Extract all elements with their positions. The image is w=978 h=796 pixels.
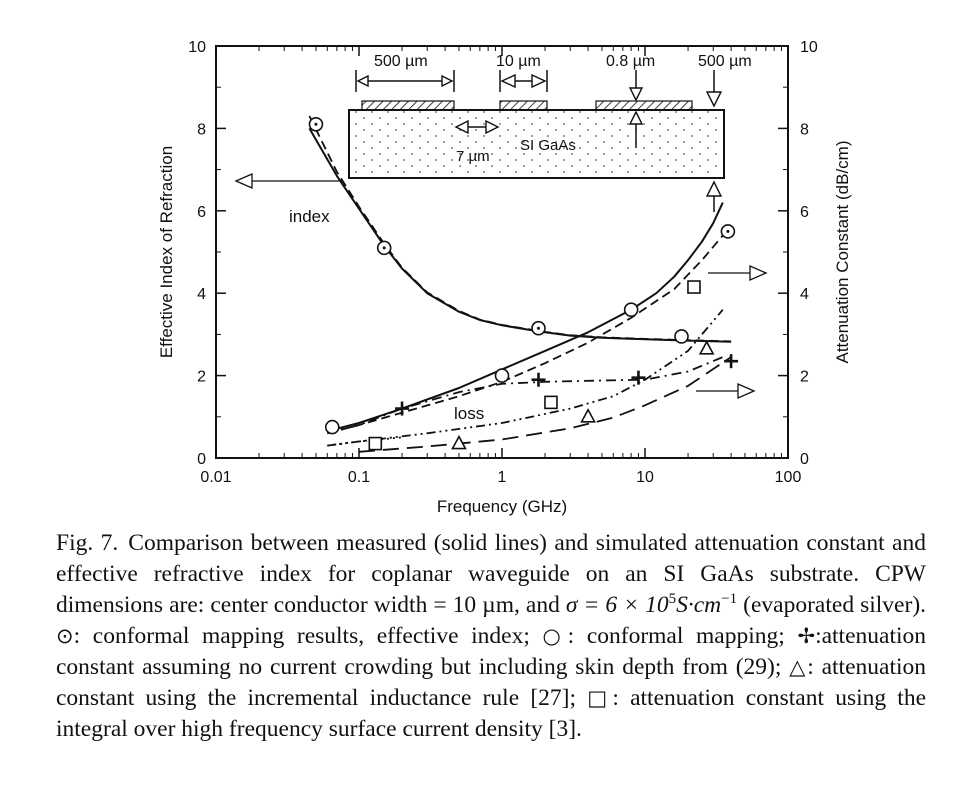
sigma-part-c: (evaporated silver).	[737, 592, 927, 618]
x-tick-label: 1	[498, 469, 507, 486]
x-tick-label: 10	[636, 469, 654, 486]
marker-square	[687, 280, 701, 294]
loss-label: loss	[454, 404, 484, 423]
marker-plus	[631, 370, 646, 385]
y-left-tick-label: 4	[197, 286, 206, 303]
series-line-3	[327, 234, 724, 435]
ground-conductor-left	[361, 100, 455, 111]
marker-plus	[724, 354, 739, 369]
series-line-1	[308, 115, 732, 343]
triangle-symbol-icon: △	[789, 655, 808, 679]
y-right-tick-label: 10	[800, 39, 818, 56]
figure-caption: Fig. 7. Comparison between measured (soli…	[56, 528, 926, 745]
marker-circle-dot	[376, 240, 392, 256]
x-axis-label: Frequency (GHz)	[437, 497, 567, 516]
axis-ticks	[215, 45, 789, 459]
marker-plus	[395, 401, 410, 416]
dim-08: 0.8 µm	[606, 53, 655, 70]
circle-dot-symbol-icon: ⊙	[56, 624, 74, 648]
marker-circle-dot	[531, 320, 546, 336]
sigma-part-a: σ = 6 × 10	[565, 592, 669, 618]
caption-text: Comparison between measured (solid lines…	[56, 530, 926, 618]
marker-square	[368, 436, 383, 451]
y-axis-label-right: Attenuation Constant (dB/cm)	[833, 140, 852, 363]
dim-500-right: 500 µm	[698, 53, 752, 70]
marker-triangle	[580, 408, 596, 423]
sigma-part-b: S·cm	[676, 592, 722, 618]
substrate-block	[348, 109, 725, 179]
sigma-exp: 5	[668, 591, 677, 608]
y-right-tick-label: 2	[800, 369, 809, 386]
series-line-7	[327, 436, 403, 447]
y-right-tick-label: 8	[800, 121, 809, 138]
caption-plus-text: :attenuation constant assuming no curren…	[56, 623, 926, 680]
cpw-inset-diagram: SI GaAs 500 µm 10 µm 0.8 µm 500 µm 7 µm	[348, 53, 752, 212]
caption-circdot-text: : conformal mapping results, effective i…	[73, 623, 543, 649]
marker-circle	[674, 329, 689, 344]
y-right-tick-label: 4	[800, 286, 809, 303]
marker-circle	[494, 368, 510, 383]
y-axis-label-left: Effective Index of Refraction	[157, 146, 176, 358]
y-left-tick-label: 6	[197, 204, 206, 221]
series-layer	[308, 115, 732, 453]
marker-triangle	[451, 434, 467, 450]
y-left-tick-label: 2	[197, 369, 206, 386]
ground-conductor-right	[595, 100, 693, 111]
marker-plus	[531, 372, 546, 387]
y-right-tick-label: 0	[800, 451, 809, 468]
center-conductor	[499, 100, 548, 111]
marker-triangle	[698, 340, 715, 355]
x-tick-label: 100	[775, 469, 802, 486]
square-symbol-icon: □	[587, 686, 613, 710]
marker-circle-dot	[720, 224, 736, 239]
marker-square	[544, 395, 558, 410]
plus-symbol-icon: ✢	[797, 624, 816, 648]
sigma-exp2: −1	[721, 591, 738, 608]
marker-circle-dot	[308, 116, 324, 132]
marker-circle	[623, 302, 639, 317]
loss-annotation: loss	[454, 265, 768, 423]
series-line-4	[327, 356, 724, 435]
y-right-tick-label: 6	[800, 204, 809, 221]
series-line-2	[327, 202, 724, 433]
dim-7: 7 µm	[456, 148, 490, 165]
circle-symbol-icon: ○	[542, 624, 568, 648]
index-label: index	[289, 207, 330, 226]
figure-label: Fig. 7.	[56, 530, 119, 556]
caption-sq-text: : attenuation constant using the integra…	[56, 685, 927, 742]
substrate-label: SI GaAs	[520, 137, 576, 154]
y-left-tick-label: 10	[188, 39, 206, 56]
marker-layer	[308, 116, 739, 451]
marker-circle	[324, 419, 340, 435]
x-tick-label: 0.01	[200, 469, 231, 486]
y-left-tick-label: 8	[197, 121, 206, 138]
x-tick-label: 0.1	[348, 469, 370, 486]
series-line-6	[358, 356, 732, 453]
dim-10: 10 µm	[496, 53, 541, 70]
caption-tri-text: : attenuation constant using the increme…	[56, 654, 926, 711]
y-left-tick-label: 0	[197, 451, 206, 468]
dim-500-left: 500 µm	[374, 53, 428, 70]
index-annotation: index	[234, 173, 342, 226]
caption-circle-text: : conformal mapping;	[567, 623, 798, 649]
